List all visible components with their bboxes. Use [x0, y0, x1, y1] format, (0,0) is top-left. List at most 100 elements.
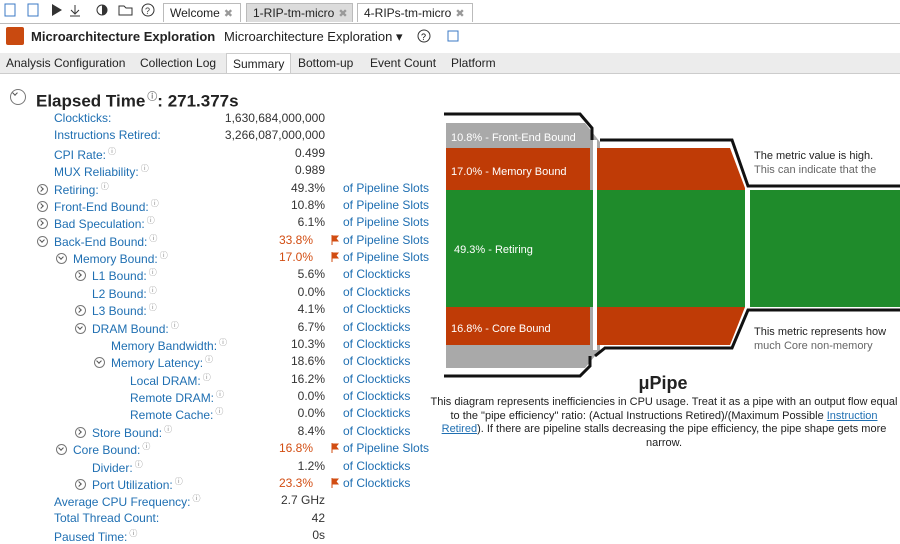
icon-import[interactable]	[70, 5, 80, 17]
row-toggle[interactable]	[75, 426, 86, 438]
help-icon[interactable]: ⓘ	[215, 407, 224, 417]
metric-name: Remote DRAM:	[130, 391, 215, 405]
row-toggle[interactable]	[56, 444, 67, 456]
help-icon[interactable]: ⓘ	[146, 216, 155, 226]
metric-value: 4.1%	[297, 302, 325, 317]
help-icon[interactable]: ⓘ	[150, 198, 159, 208]
metric-value: 16.2%	[290, 371, 325, 386]
metric-value: 1,630,684,000,000	[224, 111, 325, 125]
help-icon[interactable]: ⓘ	[174, 476, 183, 486]
row-toggle[interactable]	[94, 357, 105, 369]
help-icon[interactable]	[417, 29, 431, 43]
metric-unit[interactable]: of Clockticks	[343, 371, 411, 386]
metric-value: 0.0%	[297, 406, 325, 421]
viewpoint-selector[interactable]: Microarchitecture Exploration ▾	[224, 29, 403, 44]
metric-value: 8.4%	[297, 423, 325, 438]
metric-label: Port Utilization: ⓘ	[92, 476, 183, 492]
metric-name: Local DRAM:	[130, 373, 201, 388]
metric-value: 17.0%	[278, 250, 313, 264]
viewpoint-icon[interactable]	[447, 30, 459, 42]
metric-value: 5.6%	[297, 267, 325, 282]
nav-tab[interactable]: Summary	[226, 53, 292, 74]
tab[interactable]: 1-RIP-tm-micro ✖	[246, 3, 353, 22]
help-icon[interactable]: ⓘ	[129, 529, 138, 538]
metric-label: Memory Bandwidth: ⓘ	[111, 337, 227, 353]
pipe-note: The metric value is high. This can indica…	[754, 150, 877, 176]
metric-unit[interactable]: of Clockticks	[343, 475, 411, 490]
icon-add[interactable]	[27, 3, 39, 17]
nav-tab[interactable]: Collection Log	[140, 56, 217, 70]
metric-unit[interactable]: of Clockticks	[343, 336, 411, 351]
link[interactable]: Instruction Retired	[441, 409, 878, 436]
metric-unit[interactable]: of Clockticks	[343, 423, 411, 438]
help-icon[interactable]: ⓘ	[216, 390, 225, 399]
help-icon[interactable]: ⓘ	[192, 494, 201, 504]
pipe-label: 16.8% - Core Bound	[451, 323, 551, 335]
help-icon[interactable]: ⓘ	[140, 164, 149, 174]
help-icon[interactable]: ⓘ	[100, 181, 109, 191]
row-toggle[interactable]	[37, 218, 48, 230]
metric-unit[interactable]: of Clockticks	[343, 406, 411, 421]
metric-unit[interactable]: of Clockticks	[343, 267, 411, 282]
help-icon[interactable]: ⓘ	[148, 285, 157, 295]
help-icon[interactable]: ⓘ	[202, 372, 211, 382]
help-icon[interactable]: ⓘ	[148, 268, 157, 278]
row-toggle[interactable]	[37, 183, 48, 195]
help-icon[interactable]: ⓘ	[205, 355, 214, 365]
help-icon[interactable]: ⓘ	[219, 337, 228, 347]
metric-value: 0s	[312, 528, 325, 542]
section-toggle[interactable]	[10, 89, 26, 105]
nav-tab[interactable]: Event Count	[370, 56, 437, 70]
metric-unit[interactable]: of Pipeline Slots	[343, 180, 430, 195]
row-toggle[interactable]	[37, 200, 48, 212]
row-toggle[interactable]	[75, 322, 86, 334]
help-icon[interactable]: ⓘ	[108, 146, 117, 156]
metric-unit[interactable]: of Clockticks	[343, 389, 411, 403]
flag-icon	[331, 477, 339, 488]
nav-tab[interactable]: Analysis Configuration	[6, 56, 126, 70]
help-icon[interactable]: ⓘ	[164, 424, 173, 434]
row-toggle[interactable]	[75, 478, 86, 490]
metric-name: DRAM Bound:	[92, 321, 169, 336]
metric-unit[interactable]: of Clockticks	[343, 319, 411, 334]
icon-help[interactable]	[141, 3, 155, 17]
help-icon[interactable]: ⓘ	[159, 251, 168, 260]
metric-value: 0.989	[294, 163, 325, 178]
metric-unit[interactable]: of Pipeline Slots	[343, 232, 430, 247]
nav-tab[interactable]: Bottom-up	[298, 56, 354, 70]
icon-new[interactable]	[4, 3, 16, 17]
nav-tab[interactable]: Platform	[451, 56, 496, 70]
metric-unit[interactable]: of Clockticks	[343, 354, 411, 369]
metric-label: Front-End Bound: ⓘ	[54, 198, 159, 214]
metric-unit[interactable]: of Pipeline Slots	[343, 441, 430, 456]
icon-run[interactable]	[52, 4, 62, 16]
row-toggle[interactable]	[75, 305, 86, 317]
toolbar-icons: ?	[4, 3, 155, 17]
help-icon[interactable]: ⓘ	[149, 233, 158, 243]
help-icon[interactable]: ⓘ	[142, 442, 151, 452]
metric-unit[interactable]: of Pipeline Slots	[343, 215, 430, 230]
metric-value: 1.2%	[297, 458, 325, 473]
metric-name: Clockticks:	[54, 111, 112, 125]
help-icon[interactable]: ⓘ	[148, 303, 157, 313]
metric-unit[interactable]: of Pipeline Slots	[343, 250, 430, 264]
svg-text:?: ?	[145, 6, 150, 16]
row-toggle[interactable]	[56, 253, 67, 264]
metric-label: Store Bound: ⓘ	[92, 424, 172, 440]
row-toggle[interactable]	[37, 235, 48, 247]
metric-label: Divider: ⓘ	[92, 459, 143, 475]
tab[interactable]: Welcome ✖	[163, 3, 241, 22]
row-toggle[interactable]	[75, 270, 86, 282]
metric-unit[interactable]: of Pipeline Slots	[343, 197, 430, 212]
metric-unit[interactable]: of Clockticks	[343, 284, 411, 299]
help-icon[interactable]: ⓘ	[134, 459, 143, 469]
metric-label: CPI Rate: ⓘ	[54, 146, 116, 162]
metric-unit[interactable]: of Clockticks	[343, 302, 411, 317]
metric-name: Core Bound:	[73, 443, 141, 458]
icon-open[interactable]	[118, 5, 133, 16]
metric-value: 6.7%	[297, 319, 325, 334]
tab[interactable]: 4-RIPs-tm-micro ✖	[357, 3, 473, 22]
help-icon[interactable]: ⓘ	[170, 320, 179, 330]
metric-unit[interactable]: of Clockticks	[343, 458, 411, 473]
metric-label: Average CPU Frequency: ⓘ	[54, 493, 201, 509]
